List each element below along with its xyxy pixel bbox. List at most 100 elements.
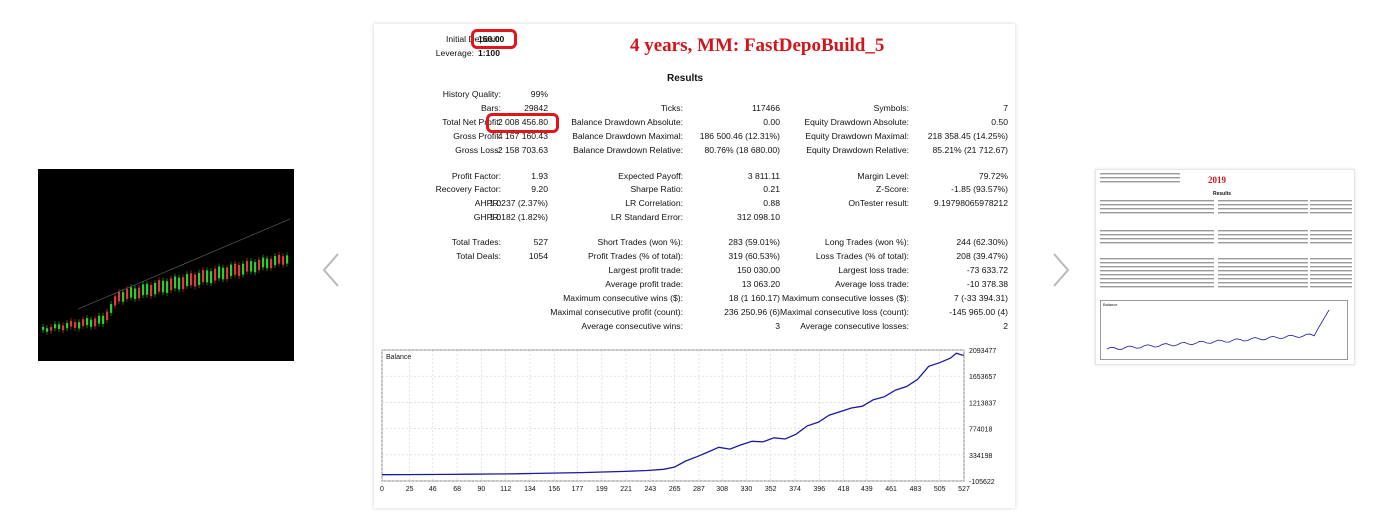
x-tick-label: 461: [885, 486, 897, 493]
col1-label: AHPR:: [474, 198, 501, 208]
candle-body: [214, 268, 217, 281]
thumb-stat-line: [1180, 234, 1214, 236]
col3-label: Loss Trades (% of total):: [815, 251, 909, 261]
col1-value: 99%: [530, 89, 548, 99]
x-tick-label: 330: [741, 486, 753, 493]
candle-body: [82, 319, 85, 326]
col3-value: 244 (62.30%): [956, 237, 1008, 247]
candle-body: [58, 324, 61, 329]
thumb-balance-line: [1106, 309, 1330, 350]
thumb-stat-line: [1310, 212, 1352, 214]
col2-value: 3: [775, 321, 780, 331]
leverage-label: Leverage:: [435, 48, 474, 58]
x-tick-label: 243: [645, 486, 657, 493]
col3-label: Margin Level:: [857, 171, 909, 181]
thumb-stat-line: [1180, 212, 1214, 214]
thumb-stat-lines: [1100, 173, 1352, 288]
x-tick-label: 265: [669, 486, 681, 493]
candle-body: [98, 315, 101, 324]
col2-label: LR Standard Error:: [610, 212, 683, 222]
thumb-stat-line: [1180, 262, 1214, 264]
x-tick-label: 46: [429, 486, 437, 493]
candle-body: [206, 270, 209, 283]
x-tick-label: 396: [813, 486, 825, 493]
col3-value: 85.21% (21 712.67): [932, 145, 1009, 155]
x-tick-label: 112: [500, 486, 511, 493]
x-tick-label: 25: [406, 486, 414, 493]
candle-body: [266, 258, 269, 269]
trend-line: [77, 218, 291, 310]
prev-arrow-icon[interactable]: [318, 250, 346, 290]
thumb-stat-line: [1130, 208, 1180, 210]
col3-label: OnTester result:: [848, 198, 909, 208]
thumb-stat-line: [1218, 212, 1274, 214]
col3-value: -145 965.00 (4): [949, 307, 1008, 317]
thumb-stat-line: [1100, 286, 1130, 288]
thumb-stat-line: [1274, 270, 1308, 272]
candle-body: [210, 271, 213, 284]
thumb-stat-line: [1180, 270, 1214, 272]
candle-body: [174, 276, 177, 289]
candle-body: [242, 263, 245, 275]
balance-chart-title: Balance: [386, 354, 411, 361]
thumb-stat-line: [1130, 238, 1180, 240]
col2-value: 312 098.10: [736, 212, 780, 222]
thumb-stat-line: [1100, 230, 1130, 232]
candle-body: [274, 256, 277, 266]
col3-label: Equity Drawdown Absolute:: [804, 117, 909, 127]
col3-label: Symbols:: [873, 103, 909, 113]
thumb-stat-line: [1100, 173, 1130, 175]
col3-label: Average consecutive losses:: [800, 321, 909, 331]
thumb-stat-line: [1130, 266, 1180, 268]
thumb-stat-line: [1218, 286, 1274, 288]
candle-body: [190, 273, 193, 286]
thumb-stat-line: [1310, 200, 1352, 202]
thumb-stat-line: [1180, 200, 1214, 202]
candle-body: [254, 262, 257, 273]
col1-value: 1054: [528, 251, 548, 261]
x-tick-label: 199: [596, 486, 608, 493]
thumb-stat-line: [1130, 278, 1180, 280]
thumb-balance-chart: [1106, 309, 1330, 350]
y-tick-label: 334198: [969, 453, 992, 460]
col2-value: 236 250.96 (6): [724, 307, 780, 317]
candlestick-preview-image: [42, 218, 291, 335]
thumb-stat-line: [1100, 200, 1130, 202]
thumb-stat-line: [1180, 286, 1214, 288]
thumb-stat-line: [1218, 262, 1274, 264]
thumb-stat-line: [1274, 208, 1308, 210]
x-tick-label: 483: [910, 486, 922, 493]
thumb-stat-line: [1274, 262, 1308, 264]
col1-label: History Quality:: [442, 89, 501, 99]
thumb-stat-line: [1274, 258, 1308, 260]
col2-label: Expected Payoff:: [618, 171, 683, 181]
y-tick-label: 1653657: [969, 374, 996, 381]
col2-label: Balance Drawdown Relative:: [573, 145, 683, 155]
x-tick-label: 156: [548, 486, 560, 493]
col2-value: 13 063.20: [741, 279, 780, 289]
leverage-value: 1:100: [478, 48, 500, 58]
col2-label: Profit Trades (% of total):: [587, 251, 683, 261]
thumb-stat-line: [1180, 238, 1214, 240]
thumb-stat-line: [1130, 212, 1180, 214]
y-tick-label: 774018: [969, 427, 992, 434]
col1-value: 29842: [524, 103, 548, 113]
thumb-stat-line: [1274, 266, 1308, 268]
col1-label: Gross Profit:: [453, 131, 501, 141]
thumb-stat-line: [1130, 204, 1180, 206]
candle-body: [74, 322, 77, 328]
thumb-stat-line: [1274, 286, 1308, 288]
thumb-stat-line: [1100, 274, 1130, 276]
thumb-stat-line: [1180, 278, 1214, 280]
prev-slide-thumbnail[interactable]: [38, 169, 294, 361]
thumb-balance-box: Balance: [1100, 300, 1348, 360]
thumb-stat-line: [1310, 278, 1352, 280]
next-arrow-icon[interactable]: [1046, 250, 1074, 290]
candle-body: [106, 311, 109, 321]
col3-label: Average loss trade:: [835, 279, 909, 289]
candle-body: [62, 325, 65, 331]
candle-body: [286, 255, 289, 264]
thumb-stat-line: [1130, 177, 1180, 179]
thumb-stat-line: [1218, 230, 1274, 232]
next-slide-thumbnail[interactable]: 2019 Results Balance: [1095, 169, 1355, 365]
